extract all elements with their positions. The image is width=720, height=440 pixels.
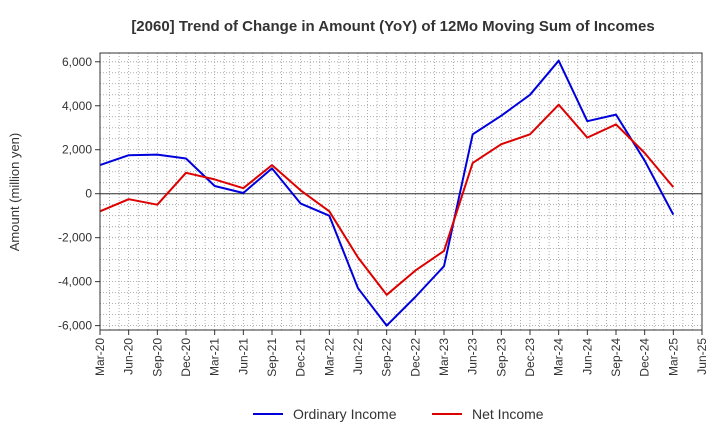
- series-layer: [99, 59, 675, 327]
- x-tick-label: Jun-23: [466, 338, 480, 375]
- legend-label-net-income: Net Income: [472, 406, 544, 422]
- x-tick-label: Sep-21: [265, 338, 279, 377]
- y-tick-label: -6,000: [58, 319, 92, 333]
- x-tick-label: Mar-23: [437, 338, 451, 376]
- x-tick-label: Dec-24: [638, 338, 652, 377]
- x-tick-label: Sep-23: [494, 338, 508, 377]
- y-tick-label: 4,000: [62, 99, 92, 113]
- x-tick-label: Mar-21: [208, 338, 222, 376]
- y-axis-ticks: 6,000 4,000 2,000 0 -2,000 -4,000 -6,000: [58, 55, 100, 333]
- x-tick-label: Dec-20: [179, 338, 193, 377]
- y-tick-label: 2,000: [62, 143, 92, 157]
- x-tick-label: Jun-20: [122, 338, 136, 375]
- y-tick-label: -4,000: [58, 275, 92, 289]
- y-tick-label: -2,000: [58, 231, 92, 245]
- plot-border: [99, 52, 703, 331]
- x-tick-label: Dec-21: [294, 338, 308, 377]
- y-tick-label: 6,000: [62, 55, 92, 69]
- series-line-net-income: [99, 103, 675, 296]
- y-axis-title: Amount (million yen): [7, 133, 22, 252]
- y-tick-label: 0: [85, 187, 92, 201]
- x-tick-label: Mar-22: [322, 338, 336, 376]
- x-axis-ticks: Mar-20 Jun-20 Sep-20 Dec-20 Mar-21 Jun-21 Sep-…: [93, 330, 709, 377]
- x-tick-label: Mar-25: [666, 338, 680, 376]
- legend-label-ordinary-income: Ordinary Income: [293, 406, 397, 422]
- legend: Ordinary Income Net Income: [253, 406, 544, 422]
- x-tick-label: Jun-22: [351, 338, 365, 375]
- x-tick-label: Jun-25: [695, 338, 709, 375]
- series-line-ordinary-income: [99, 59, 675, 327]
- x-tick-label: Dec-23: [523, 338, 537, 377]
- x-tick-label: Mar-24: [552, 338, 566, 376]
- x-tick-label: Jun-24: [580, 338, 594, 375]
- chart-title: [2060] Trend of Change in Amount (YoY) o…: [131, 18, 654, 35]
- x-tick-label: Sep-22: [380, 338, 394, 377]
- x-tick-label: Dec-22: [408, 338, 422, 377]
- x-tick-label: Mar-20: [93, 338, 107, 376]
- x-tick-label: Jun-21: [236, 338, 250, 375]
- x-tick-label: Sep-24: [609, 338, 623, 377]
- x-tick-label: Sep-20: [150, 338, 164, 377]
- grid: [99, 53, 702, 330]
